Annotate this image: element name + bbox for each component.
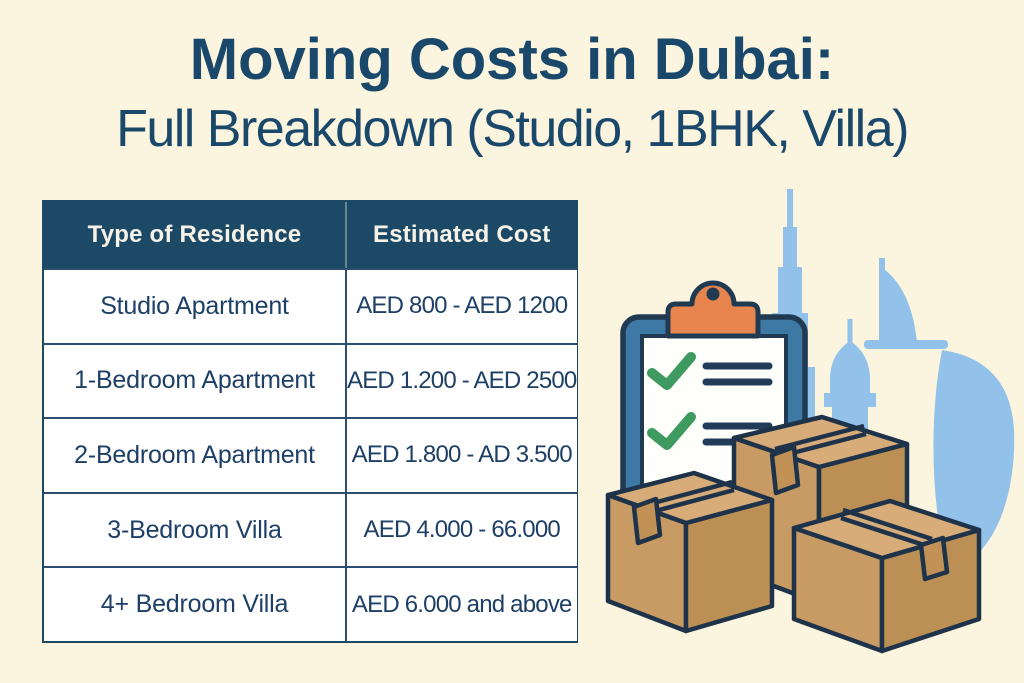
page-subtitle: Full Breakdown (Studio, 1BHK, Villa) <box>116 100 909 158</box>
residence-type-cell: 1-Bedroom Apartment <box>44 344 347 418</box>
tape-tab <box>918 535 950 582</box>
burj-al-arab-icon <box>864 258 1015 565</box>
table-row: Studio Apartment AED 800 - AED 1200 <box>44 268 577 343</box>
moving-box-icon <box>605 470 775 634</box>
estimated-cost-cell: AED 800 - AED 1200 <box>356 292 568 320</box>
residence-type-cell: 4+ Bedroom Villa <box>44 568 347 641</box>
column-header-cost: Estimated Cost <box>372 221 551 248</box>
table-row: 4+ Bedroom Villa AED 6.000 and above <box>44 566 577 641</box>
check-icon <box>647 352 696 390</box>
clipboard-clip-icon <box>665 280 761 339</box>
table-row: 3-Bedroom Villa AED 4.000 - 66.000 <box>44 491 577 567</box>
table-row: 1-Bedroom Apartment AED 1.200 - AED 2500 <box>44 342 577 418</box>
estimated-cost-cell: AED 4.000 - 66.000 <box>363 516 561 544</box>
residence-type-cell: 2-Bedroom Apartment <box>44 419 347 492</box>
page-title: Moving Costs in Dubai: <box>189 27 835 92</box>
residence-type-cell: 3-Bedroom Villa <box>44 493 347 567</box>
residence-type-cell: Studio Apartment <box>44 270 347 343</box>
column-header-type: Type of Residence <box>44 202 347 268</box>
cost-table: Type of Residence Estimated Cost Studio … <box>42 200 578 643</box>
moving-box-icon <box>791 498 982 654</box>
check-icon <box>647 412 696 450</box>
estimated-cost-cell: AED 6.000 and above <box>351 590 572 618</box>
tape-tab <box>769 444 801 496</box>
moving-boxes <box>605 414 982 654</box>
moving-illustration <box>605 189 1015 654</box>
estimated-cost-cell: AED 1.200 - AED 2500 <box>347 366 577 394</box>
tape-tab <box>631 496 663 546</box>
table-row: 2-Bedroom Apartment AED 1.800 - AD 3.500 <box>44 417 577 492</box>
estimated-cost-cell: AED 1.800 - AD 3.500 <box>351 441 573 469</box>
table-header-row: Type of Residence Estimated Cost <box>44 202 577 268</box>
